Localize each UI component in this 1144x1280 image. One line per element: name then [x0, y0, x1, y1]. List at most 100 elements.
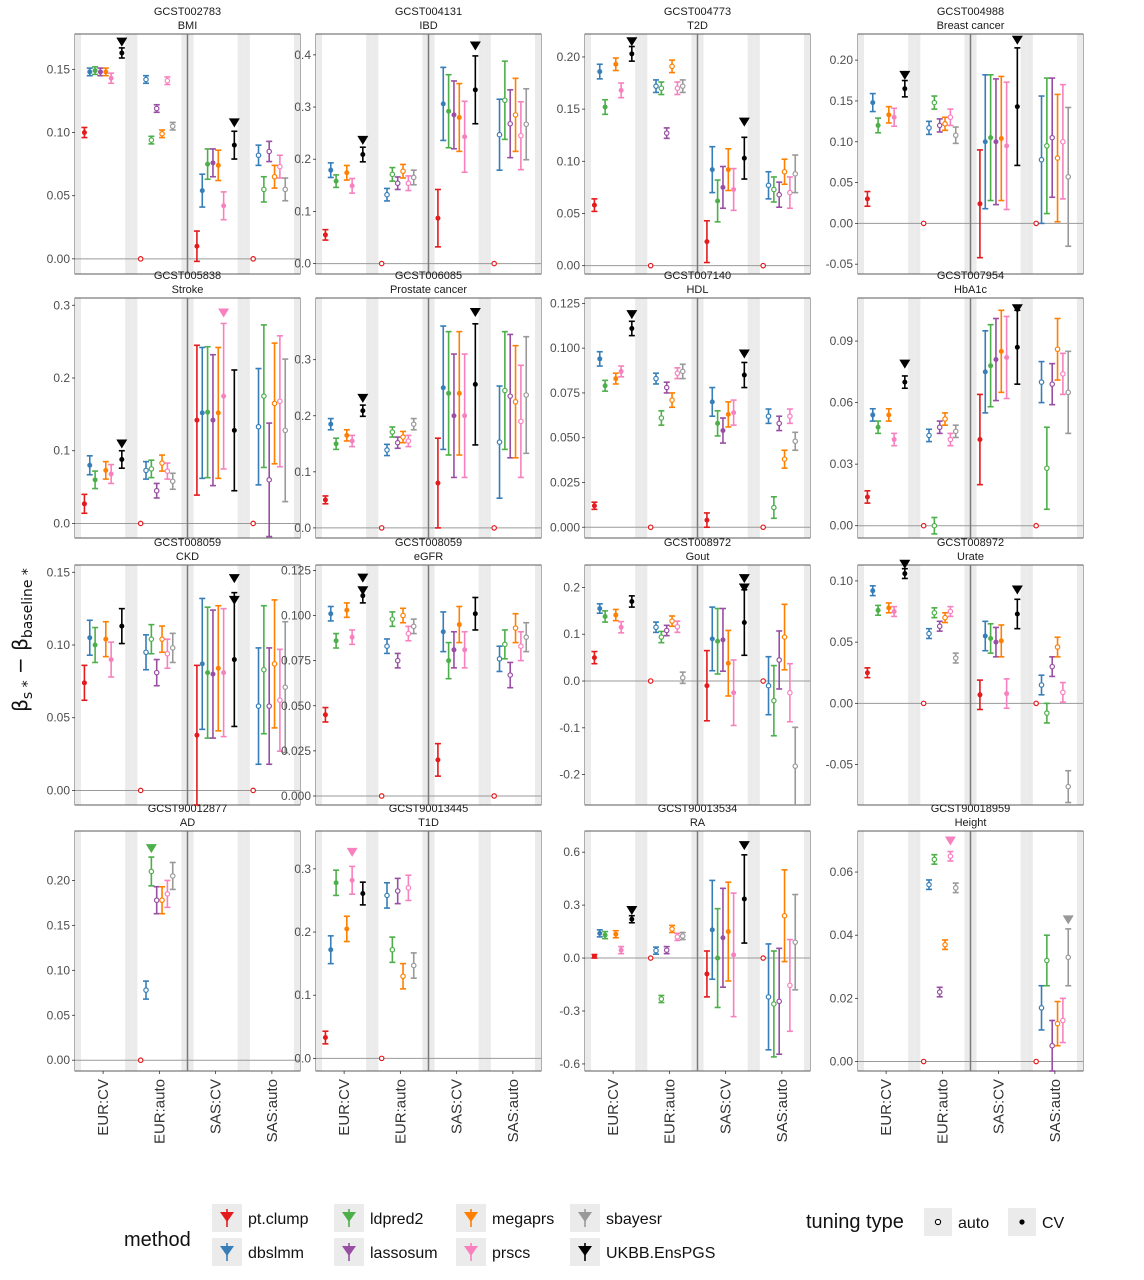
- point-ldpred2-eur-cv: [602, 379, 609, 392]
- point-marker-cv: [1004, 691, 1010, 697]
- category-shade: [1076, 831, 1083, 1071]
- point-sbayesr-eur-auto: [679, 363, 686, 380]
- point-dbslmm-sas-cv: [709, 145, 716, 194]
- category-shade: [635, 298, 642, 538]
- legend-tuning-label: CV: [1042, 1215, 1065, 1232]
- point-marker-auto: [400, 168, 406, 175]
- point-sbayesr-eur-auto: [952, 882, 959, 894]
- point-marker-cv: [725, 411, 731, 417]
- y-tick-label: 0.1: [563, 627, 580, 641]
- point-ldpred2-eur-auto: [658, 81, 665, 96]
- point-dbslmm-sas-cv: [982, 330, 989, 414]
- category-shade: [858, 565, 865, 805]
- point-prscs-eur-cv: [891, 432, 898, 447]
- category-shade: [753, 565, 760, 805]
- y-tick-label: 0.05: [47, 189, 71, 203]
- y-tick-label: 0.075: [550, 386, 580, 400]
- point-marker-auto: [781, 168, 788, 175]
- point-marker-cv: [221, 393, 227, 399]
- point-marker-auto: [947, 436, 954, 443]
- point-ldpred2-sas-cv: [714, 410, 721, 437]
- point-lassosum-sas-auto: [507, 89, 514, 159]
- point-prscs-sas-auto: [1059, 997, 1066, 1044]
- category-shade: [803, 298, 810, 538]
- point-marker-cv: [591, 202, 597, 208]
- point-marker-cv: [322, 497, 328, 503]
- point-prscs-eur-auto: [405, 625, 412, 642]
- point-marker-auto: [169, 478, 176, 485]
- point-megaprs-eur-cv: [343, 602, 350, 619]
- point-marker-auto: [926, 432, 932, 439]
- x-tick-label: EUR:CV: [95, 1079, 112, 1136]
- category-shade: [803, 831, 810, 1071]
- category-shade: [858, 34, 865, 274]
- point-marker-auto: [137, 256, 144, 262]
- y-tick-label: 0.075: [281, 654, 311, 668]
- point-marker-auto: [931, 99, 938, 106]
- point-megaprs-eur-cv: [343, 164, 350, 181]
- point-dbslmm-eur-auto: [926, 879, 933, 891]
- point-marker-cv: [720, 428, 726, 434]
- legend-method-title: method: [124, 1229, 191, 1251]
- point-marker-auto: [389, 616, 396, 622]
- point-marker-auto: [647, 262, 654, 269]
- category-shade: [635, 831, 642, 1071]
- point-sbayesr-eur-auto: [952, 652, 959, 664]
- point-marker-cv: [741, 155, 747, 161]
- point-marker-cv: [349, 634, 355, 640]
- point-pt-clump-eur-cv: [591, 198, 598, 213]
- point-marker-cv: [602, 104, 608, 110]
- point-dbslmm-eur-cv: [596, 63, 603, 80]
- point-ldpred2-eur-cv: [602, 610, 609, 623]
- point-marker-auto: [952, 885, 959, 891]
- point-marker-cv: [982, 369, 988, 375]
- point-marker-auto: [926, 125, 932, 131]
- point-dbslmm-sas-cv: [440, 66, 447, 142]
- point-marker-auto: [1049, 381, 1056, 387]
- point-ldpred2-sas-cv: [714, 607, 721, 675]
- best-method-triangle: [1011, 35, 1023, 45]
- point-pt-clump-sas-auto: [760, 955, 766, 961]
- category-shade: [858, 298, 865, 538]
- point-prscs-sas-auto: [786, 938, 793, 1033]
- point-marker-cv: [870, 588, 876, 594]
- point-ldpred2-sas-cv: [714, 907, 721, 1009]
- point-marker-auto: [137, 787, 144, 794]
- point-dbslmm-eur-cv: [86, 67, 93, 77]
- point-ukbb-enspgs-sas-cv: [741, 588, 748, 657]
- point-marker-cv: [988, 363, 994, 369]
- point-pt-clump-sas-auto: [760, 262, 766, 269]
- point-ldpred2-eur-auto: [389, 936, 396, 964]
- panel-gcst-label: GCST004988: [937, 6, 1004, 18]
- point-marker-cv: [618, 368, 624, 374]
- panel-ra: GCST90013534 RA -0.6 -0.3 0.0 0.3 0.6: [559, 803, 811, 1072]
- point-megaprs-eur-cv: [102, 620, 109, 658]
- point-marker-auto: [148, 636, 155, 642]
- point-ukbb-enspgs-eur-cv: [628, 914, 635, 924]
- point-marker-auto: [496, 656, 503, 662]
- legend-item-pt-clump: pt.clump: [212, 1204, 309, 1232]
- point-marker-auto: [669, 618, 675, 624]
- point-marker-auto: [384, 892, 390, 899]
- point-marker-cv: [725, 167, 731, 173]
- point-marker-cv: [629, 916, 635, 922]
- point-lassosum-eur-auto: [663, 381, 670, 394]
- point-marker-cv: [864, 494, 870, 500]
- point-pt-clump-eur-auto: [647, 955, 654, 961]
- point-marker-auto: [507, 393, 514, 399]
- point-marker-cv: [231, 427, 237, 433]
- point-ldpred2-eur-auto: [931, 607, 938, 619]
- point-marker-auto: [647, 678, 654, 684]
- point-sbayesr-eur-auto: [410, 952, 417, 979]
- y-tick-label: 0.20: [557, 50, 581, 64]
- x-tick-label: EUR:CV: [605, 1079, 622, 1136]
- point-ldpred2-eur-cv: [92, 470, 99, 490]
- point-marker-cv: [333, 441, 339, 447]
- category-shade: [293, 831, 300, 1071]
- point-megaprs-eur-auto: [159, 129, 166, 139]
- point-prscs-sas-cv: [220, 322, 227, 470]
- point-ldpred2-eur-auto: [931, 853, 938, 865]
- point-prscs-sas-cv: [220, 191, 227, 221]
- y-tick-label: 0.00: [557, 259, 581, 273]
- point-sbayesr-sas-auto: [792, 893, 799, 991]
